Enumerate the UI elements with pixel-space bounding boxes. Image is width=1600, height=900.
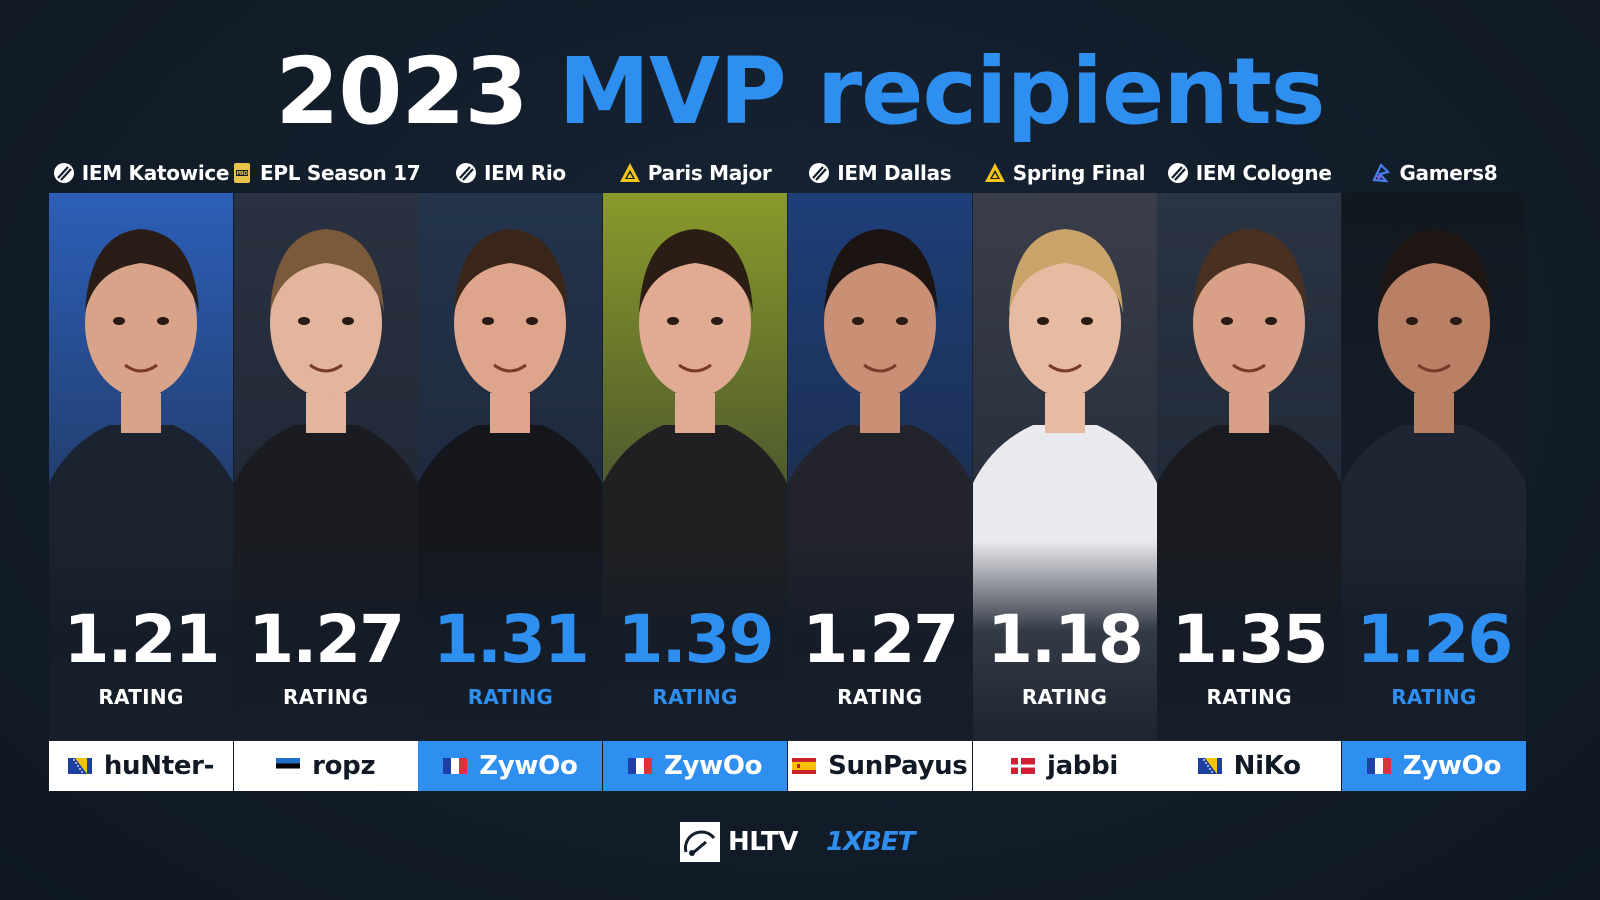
event-name: Gamers8 [1399, 161, 1498, 185]
player-name: huNter- [103, 751, 215, 781]
france-flag-icon [1366, 758, 1391, 774]
recipient-card: IEM Katowice 1.21 RATING huNter- [49, 155, 233, 791]
rating-value: 1.21 [63, 601, 221, 678]
player-photo [1157, 193, 1342, 741]
recipient-card: Spring Final 1.18 RATING jabbi [972, 155, 1157, 791]
recipient-card: IEM Rio 1.31 RATING ZywOo [418, 155, 603, 791]
player-name: ZywOo [663, 751, 763, 781]
blast-logo-icon [619, 162, 641, 184]
player-name-bar: SunPayus [787, 741, 972, 791]
france-flag-icon [627, 758, 652, 774]
title-highlight: MVP recipients [558, 38, 1326, 145]
event-name: IEM Dallas [837, 161, 952, 185]
bosnia-flag-icon [67, 758, 92, 774]
event-label: Paris Major [597, 155, 793, 191]
player-name-bar: ZywOo [418, 741, 603, 791]
blast-logo-icon [984, 162, 1006, 184]
event-label: IEM Rio [412, 155, 608, 191]
gamers8-logo-icon [1370, 162, 1392, 184]
footer-logos: HLTV 1XBET [680, 822, 915, 862]
recipient-card: IEM Dallas 1.27 RATING SunPayus [787, 155, 972, 791]
iem-logo-icon [808, 162, 830, 184]
bosnia-flag-icon [1197, 758, 1222, 774]
photo-shade [1157, 541, 1342, 741]
player-photo [787, 193, 972, 741]
estonia-flag-icon [276, 758, 301, 774]
recipient-card: Paris Major 1.39 RATING ZywOo [603, 155, 788, 791]
photo-shade [787, 541, 972, 741]
player-photo [233, 193, 418, 741]
rating-label: RATING [652, 685, 738, 709]
iem-logo-icon [455, 162, 477, 184]
hltv-logo-icon [680, 822, 720, 862]
rating-value: 1.26 [1356, 601, 1513, 678]
player-photo [418, 193, 603, 741]
player-photo [49, 193, 233, 741]
recipient-card: Gamers8 1.26 RATING ZywOo [1341, 155, 1526, 791]
event-name: IEM Katowice [81, 161, 230, 185]
rating-value: 1.39 [617, 601, 775, 678]
photo-shade [49, 541, 233, 741]
player-name-bar: NiKo [1157, 741, 1342, 791]
rating-label: RATING [98, 685, 184, 709]
rating-label: RATING [1391, 685, 1477, 709]
event-label: PRO EPL Season 17 [228, 155, 424, 191]
photo-shade [418, 541, 603, 741]
event-name: EPL Season 17 [260, 161, 421, 185]
rating-value: 1.18 [987, 601, 1144, 678]
denmark-flag-icon [1010, 758, 1035, 774]
photo-shade [1341, 541, 1526, 741]
event-name: IEM Rio [483, 161, 566, 185]
player-name-bar: ZywOo [603, 741, 788, 791]
player-name: SunPayus [828, 751, 968, 781]
event-label: IEM Cologne [1151, 155, 1347, 191]
event-label: Gamers8 [1336, 155, 1532, 191]
event-name: Spring Final [1012, 161, 1146, 185]
rating-value: 1.31 [432, 601, 590, 678]
player-name-bar: huNter- [49, 741, 233, 791]
recipients-grid: IEM Katowice 1.21 RATING huNter- PRO EPL Seas… [49, 155, 1552, 791]
event-name: IEM Cologne [1195, 161, 1332, 185]
sponsor-brand: 1XBET [825, 827, 915, 857]
player-name: jabbi [1046, 751, 1119, 781]
rating-label: RATING [837, 685, 923, 709]
recipient-card: IEM Cologne 1.35 RATING NiKo [1157, 155, 1342, 791]
player-photo [972, 193, 1157, 741]
player-name-bar: ZywOo [1341, 741, 1526, 791]
rating-label: RATING [467, 685, 554, 709]
rating-label: RATING [283, 685, 369, 709]
rating-label: RATING [1206, 685, 1292, 709]
photo-shade [972, 541, 1157, 741]
photo-shade [233, 541, 418, 741]
recipient-card: PRO EPL Season 17 1.27 RATING ropz [233, 155, 421, 791]
svg-text:PRO: PRO [237, 171, 248, 177]
rating-value: 1.27 [802, 601, 959, 678]
rating-label: RATING [1021, 685, 1108, 709]
player-name: ropz [312, 751, 376, 781]
iem-logo-icon [1167, 162, 1189, 184]
player-name-bar: jabbi [972, 741, 1157, 791]
event-label: Spring Final [967, 155, 1163, 191]
event-name: Paris Major [647, 161, 772, 185]
player-photo [1341, 193, 1526, 741]
player-name: NiKo [1233, 751, 1301, 781]
page-title: 2023 MVP recipients [0, 38, 1600, 145]
player-name-bar: ropz [233, 741, 418, 791]
rating-value: 1.27 [248, 601, 405, 678]
france-flag-icon [443, 758, 468, 774]
esl-pro-league-icon: PRO [231, 162, 253, 184]
iem-logo-icon [53, 162, 75, 184]
player-name: ZywOo [1402, 751, 1502, 781]
photo-shade [603, 541, 788, 741]
title-year: 2023 [275, 38, 528, 145]
player-photo [603, 193, 788, 741]
player-name: ZywOo [479, 751, 578, 781]
rating-value: 1.35 [1171, 601, 1329, 678]
event-label: IEM Katowice [43, 155, 239, 191]
event-label: IEM Dallas [782, 155, 978, 191]
hltv-brand: HLTV [728, 827, 798, 857]
spain-flag-icon [792, 758, 817, 774]
